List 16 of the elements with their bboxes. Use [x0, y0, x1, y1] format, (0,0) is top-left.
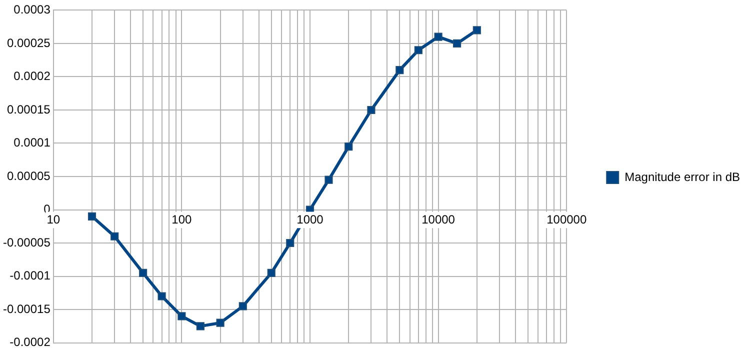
x-tick-label: 1000	[296, 212, 324, 226]
y-tick-label: 0.00025	[6, 36, 51, 50]
y-tick-label: 0.0002	[14, 69, 51, 84]
y-tick-label: -0.0002	[10, 335, 51, 350]
legend-label: Magnitude error in dB	[624, 170, 740, 184]
x-tick-label: 10	[46, 212, 60, 226]
y-tick-label: 0.00015	[6, 102, 51, 116]
y-tick-label: 0.0003	[14, 2, 51, 17]
y-tick-label: 0.00005	[6, 168, 51, 183]
y-tick-label: -0.00005	[3, 235, 51, 250]
x-tick-label: 10000	[422, 212, 456, 226]
y-tick-label: -0.00015	[3, 302, 51, 316]
x-tick-label: 100000	[546, 212, 587, 226]
y-tick-label: 0.0001	[14, 136, 51, 150]
y-tick-label: -0.0001	[10, 268, 51, 283]
x-tick-label: 100	[172, 212, 192, 226]
